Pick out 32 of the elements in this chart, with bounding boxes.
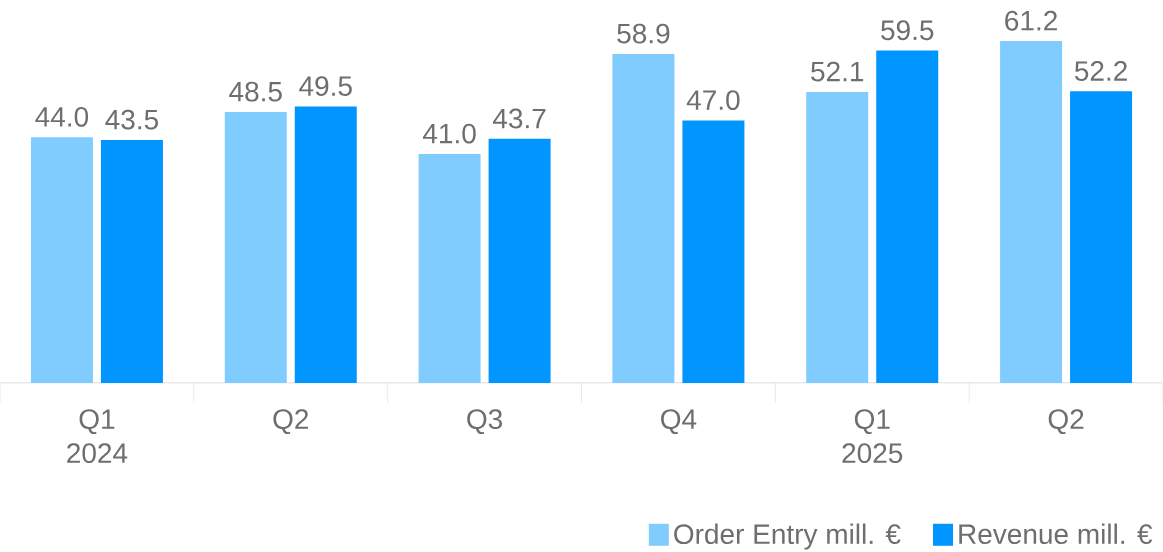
legend-label: Revenue mill. € — [959, 523, 1153, 545]
bar — [294, 106, 357, 383]
bar — [1000, 41, 1063, 383]
bar — [682, 120, 745, 383]
x-tick-label: Q3 — [467, 409, 503, 435]
data-label: 61.2 — [1005, 10, 1057, 31]
x-tick-label: Q2 — [273, 409, 309, 435]
data-label: 58.9 — [617, 23, 670, 44]
bar — [1070, 91, 1133, 383]
bar — [224, 111, 287, 383]
legend-label: Order Entry mill. € — [674, 523, 901, 550]
data-label: 41.0 — [422, 123, 476, 144]
x-tick-label: Q4 — [661, 409, 697, 435]
data-label: 44.0 — [35, 106, 89, 127]
data-label: 43.7 — [492, 108, 546, 129]
x-tick-label: Q1 2025 — [842, 409, 903, 464]
data-label: 52.1 — [811, 61, 864, 82]
bar — [100, 139, 163, 383]
data-label: 47.0 — [686, 90, 740, 110]
x-tick-label: Q2 — [1048, 409, 1084, 435]
bar — [488, 138, 551, 383]
data-label: 48.5 — [229, 81, 282, 102]
bar — [418, 153, 481, 383]
data-label: 52.2 — [1074, 61, 1127, 81]
data-label: 43.5 — [105, 109, 158, 130]
bar — [876, 50, 939, 383]
bar — [612, 53, 675, 383]
bar — [30, 137, 93, 383]
x-tick-label: Q1 2024 — [67, 409, 128, 464]
bar — [806, 91, 869, 383]
data-label: 59.5 — [881, 20, 934, 41]
data-label: 49.5 — [299, 76, 352, 97]
